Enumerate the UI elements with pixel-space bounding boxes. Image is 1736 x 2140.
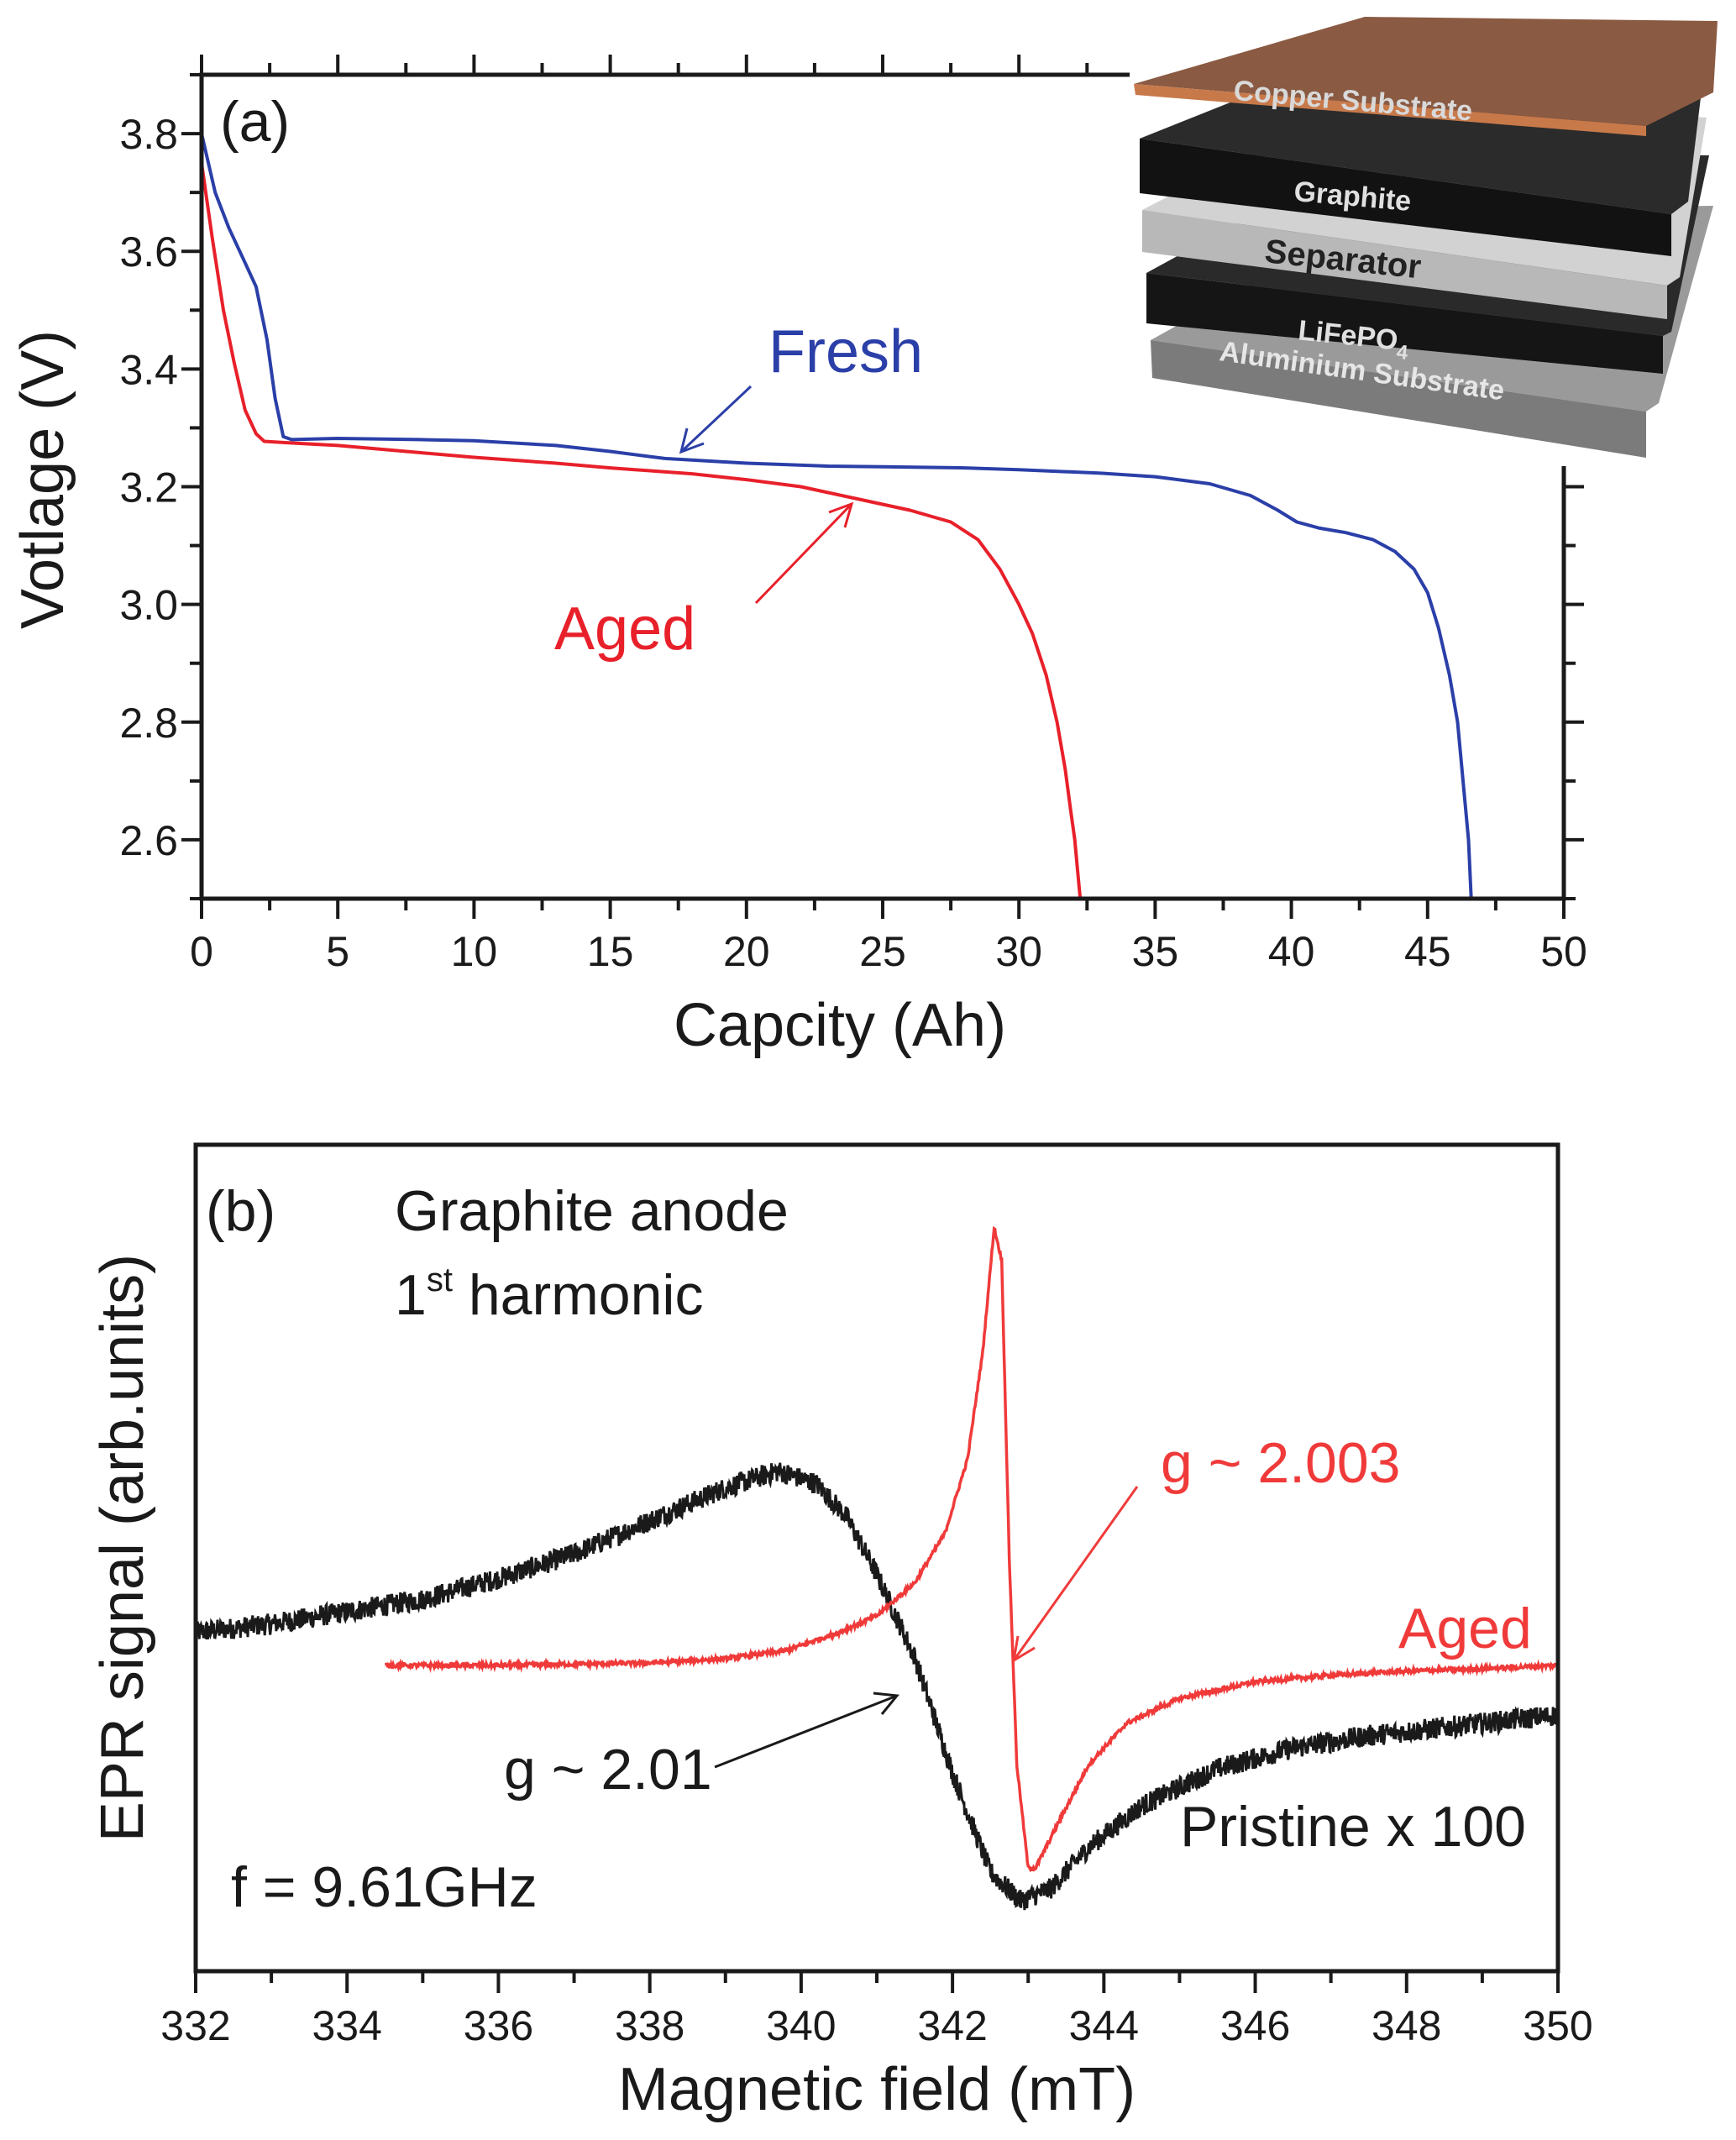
- x-tick-label: 346: [1220, 2002, 1290, 2049]
- frequency-label: f = 9.61GHz: [231, 1855, 538, 1919]
- separator-layer-front: [1142, 210, 1667, 319]
- g-2003-label: g ~ 2.003: [1161, 1431, 1400, 1495]
- graphite-layer-front: [1140, 139, 1671, 256]
- x-tick-label: 20: [723, 928, 770, 975]
- y-tick-label: 3.2: [119, 464, 178, 511]
- x-tick-label: 30: [995, 928, 1042, 975]
- panel-a-x-axis-title: Capcity (Ah): [674, 992, 1006, 1059]
- panel-b-y-axis-title: EPR signal (arb.units): [89, 1254, 156, 1842]
- series-line-pristine: [194, 1462, 1560, 1911]
- x-tick-label: 45: [1404, 928, 1451, 975]
- g-201-label: g ~ 2.01: [504, 1738, 712, 1802]
- aged-arrow-a: [754, 501, 854, 605]
- x-tick-label: 0: [190, 928, 213, 975]
- lifepo4-layer-front: [1146, 273, 1663, 374]
- x-tick-label: 25: [859, 928, 906, 975]
- y-tick-label: 3.0: [119, 582, 178, 629]
- x-tick-label: 342: [917, 2002, 987, 2049]
- x-tick-label: 10: [451, 928, 498, 975]
- y-tick-label: 3.4: [119, 346, 178, 393]
- copper-layer: [1134, 17, 1718, 126]
- x-tick-label: 336: [464, 2002, 533, 2049]
- panel-b-label: (b): [206, 1179, 275, 1243]
- graphite-anode-title: Graphite anode: [395, 1179, 789, 1243]
- g-201-arrow: [714, 1692, 899, 1769]
- pristine-label: Pristine x 100: [1180, 1795, 1526, 1859]
- panel-b-epr-chart: 332 334 336 338 340 342 344 346 348 350 (b) Graph…: [89, 1142, 1593, 2123]
- x-tick-label: 344: [1069, 2002, 1139, 2049]
- aluminium-layer-front: [1151, 340, 1646, 458]
- x-tick-label: 348: [1371, 2002, 1441, 2049]
- x-tick-label: 15: [587, 928, 634, 975]
- x-tick-label: 334: [312, 2002, 382, 2049]
- g-2003-arrow: [1011, 1486, 1139, 1663]
- x-tick-label: 332: [160, 2002, 230, 2049]
- x-tick-label: 338: [615, 2002, 684, 2049]
- fresh-arrow: [679, 385, 753, 454]
- x-tick-label: 40: [1268, 928, 1315, 975]
- x-tick-label: 35: [1132, 928, 1179, 975]
- y-tick-label: 3.6: [119, 228, 178, 275]
- copper-layer-front: [1134, 84, 1646, 136]
- x-tick-label: 340: [766, 2002, 836, 2049]
- battery-layers-inset: Copper Substrate Graphite Separator LiFe…: [1130, 8, 1736, 466]
- y-tick-label: 2.8: [119, 700, 178, 747]
- series-line-fresh: [200, 133, 1473, 900]
- aged-label-a: Aged: [554, 595, 695, 663]
- harmonic-title: 1st harmonic: [395, 1261, 704, 1327]
- fresh-label: Fresh: [768, 318, 923, 386]
- x-tick-label: 350: [1523, 2002, 1592, 2049]
- x-tick-label: 50: [1540, 928, 1587, 975]
- panel-b-plot-area: 332 334 336 338 340 342 344 346 348 350: [160, 1142, 1593, 2049]
- panel-a-voltage-chart: 0 5 10 15 20 25 30 35 40 45 50 2.6 2.8 3.0 3.2 3.4 3.6 3.…: [9, 8, 1736, 1059]
- panel-a-plot-area: 0 5 10 15 20 25 30 35 40 45 50 2.6 2.8 3.0 3.2 3.4 3.6 3.…: [119, 55, 1587, 975]
- panel-a-label: (a): [220, 90, 290, 154]
- y-tick-label: 2.6: [119, 817, 178, 864]
- panel-a-y-axis-title: Votlage (V): [9, 330, 76, 629]
- aged-label-b: Aged: [1398, 1597, 1532, 1660]
- panel-b-x-axis-title: Magnetic field (mT): [618, 2056, 1135, 2123]
- y-tick-label: 3.8: [119, 111, 178, 158]
- series-line-aged: [385, 1225, 1560, 1873]
- x-tick-label: 5: [326, 928, 349, 975]
- series-line-aged: [200, 162, 1083, 900]
